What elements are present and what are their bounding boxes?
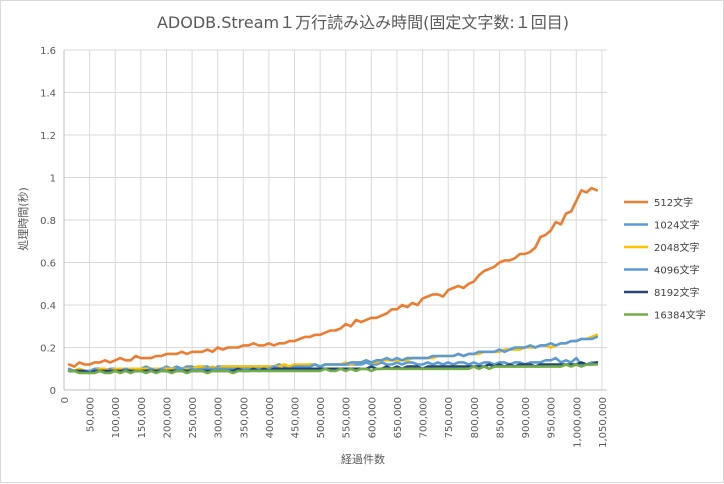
x-tick-label: 900,000	[521, 397, 532, 438]
series-line-4	[67, 361, 599, 375]
x-tick-label: 0	[60, 397, 71, 403]
y-axis-title: 処理時間(秒)	[16, 187, 30, 251]
legend-label: 1024文字	[654, 219, 699, 232]
y-tick-label: 0.6	[40, 259, 56, 270]
x-tick-label: 450,000	[291, 397, 302, 438]
series-line-5	[67, 363, 599, 375]
legend-label: 8192文字	[654, 286, 699, 299]
x-tick-label: 700,000	[419, 397, 430, 438]
x-tick-label: 750,000	[444, 397, 455, 438]
y-tick-label: 0.2	[40, 344, 56, 355]
x-tick-label: 1,050,000	[598, 397, 609, 448]
x-tick-label: 250,000	[188, 397, 199, 438]
x-tick-label: 500,000	[316, 397, 327, 438]
x-tick-label: 600,000	[367, 397, 378, 438]
x-axis-title: 経過件数	[341, 453, 385, 466]
x-tick-label: 950,000	[547, 397, 558, 438]
y-tick-label: 1.4	[40, 89, 56, 100]
x-tick-label: 850,000	[495, 397, 506, 438]
y-tick-label: 0	[50, 386, 56, 397]
x-tick-label: 200,000	[162, 397, 173, 438]
y-tick-label: 1.6	[40, 46, 56, 57]
legend-label: 16384文字	[654, 309, 706, 322]
x-tick-label: 150,000	[137, 397, 148, 438]
series-line-0	[67, 186, 599, 368]
x-tick-label: 50,000	[86, 397, 97, 432]
chart-title: ADODB.Stream１万行読み込み時間(固定文字数:１回目)	[157, 13, 569, 32]
y-tick-label: 1.2	[40, 131, 56, 142]
series-lines	[67, 186, 599, 375]
y-tick-label: 1	[50, 174, 56, 185]
x-tick-label: 550,000	[342, 397, 353, 438]
legend-label: 2048文字	[654, 241, 699, 254]
legend-label: 4096文字	[654, 264, 699, 277]
x-axis-ticks: 0 50,000 100,000 150,000 200,000 250,000 300,0…	[60, 397, 609, 448]
legend-label: 512文字	[654, 196, 693, 209]
x-tick-label: 350,000	[239, 397, 250, 438]
gridlines	[63, 49, 607, 391]
x-tick-label: 1,000,000	[572, 397, 583, 448]
y-tick-label: 0.4	[40, 301, 56, 312]
x-tick-label: 800,000	[470, 397, 481, 438]
y-tick-label: 0.8	[40, 216, 56, 227]
x-tick-label: 100,000	[111, 397, 122, 438]
x-tick-label: 650,000	[393, 397, 404, 438]
x-tick-label: 300,000	[214, 397, 225, 438]
y-axis-ticks: 0 0.2 0.4 0.6 0.8 1 1.2 1.4 1.6	[40, 46, 56, 397]
x-tick-label: 400,000	[265, 397, 276, 438]
legend: 512文字 1024文字 2048文字 4096文字 8192文字 16384文字	[624, 196, 706, 322]
